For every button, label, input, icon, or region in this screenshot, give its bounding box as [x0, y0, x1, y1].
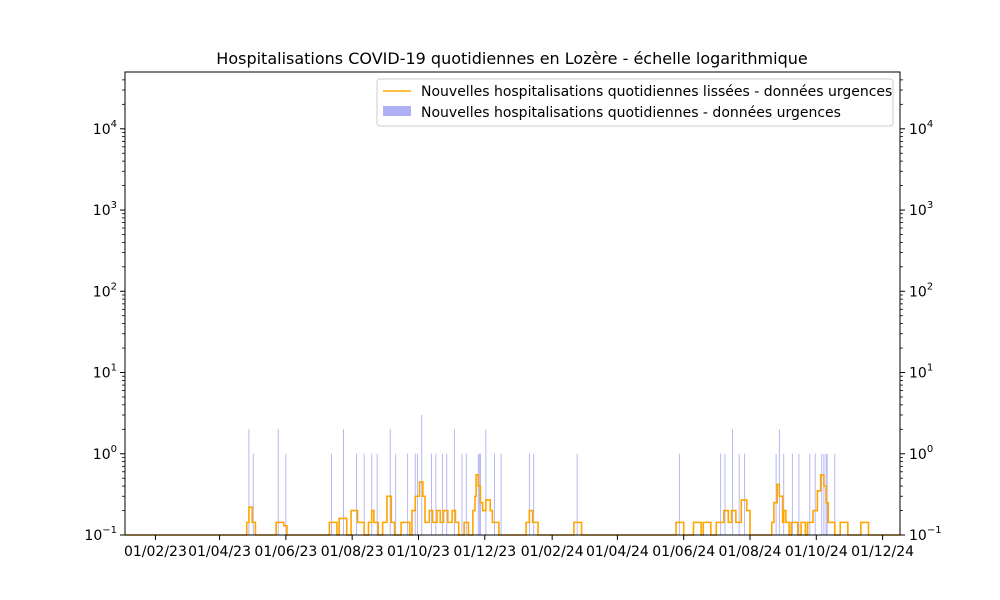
x-tick-label: 01/08/24 — [719, 544, 782, 560]
daily-bar — [277, 429, 279, 535]
x-tick-label: 01/06/23 — [254, 544, 317, 560]
daily-bar — [823, 453, 825, 535]
daily-bar — [678, 453, 680, 535]
x-tick-label: 01/02/23 — [124, 544, 187, 560]
y-tick-label-right: 100 — [909, 444, 933, 463]
daily-bar — [371, 453, 373, 535]
daily-bar — [485, 429, 487, 535]
daily-bar — [826, 453, 828, 535]
daily-bar — [744, 453, 746, 535]
daily-bar — [724, 453, 726, 535]
daily-bar — [494, 453, 496, 535]
chart-title: Hospitalisations COVID-19 quotidiennes e… — [216, 49, 807, 68]
daily-bar — [500, 453, 502, 535]
daily-bar — [431, 453, 432, 535]
x-tick-label: 01/10/24 — [785, 544, 848, 560]
line-layer — [125, 474, 900, 536]
y-tick-label-right: 101 — [909, 363, 933, 382]
daily-bar — [732, 429, 734, 535]
daily-bar — [775, 453, 777, 535]
daily-bar — [343, 429, 344, 535]
daily-bar — [421, 414, 423, 535]
daily-bar — [285, 453, 287, 535]
y-tick-label-left: 10−1 — [84, 525, 117, 544]
y-tick-label-left: 100 — [93, 444, 117, 463]
axes-layer: 01/02/23 01/04/23 01/06/23 01/08/23 01/10/23… — [84, 79, 942, 560]
daily-bar — [461, 453, 463, 535]
daily-bar — [416, 453, 418, 535]
daily-bar — [738, 453, 740, 535]
daily-bar — [478, 453, 480, 535]
y-tick-label-left: 104 — [93, 119, 117, 138]
daily-bar — [783, 453, 785, 535]
legend-bar-swatch — [383, 106, 411, 116]
daily-bar — [363, 453, 365, 535]
x-tick-label: 01/12/24 — [851, 544, 914, 560]
daily-bar — [834, 453, 836, 535]
daily-bar — [331, 453, 332, 535]
x-tick-label: 01/02/24 — [521, 544, 584, 560]
daily-bar — [389, 429, 391, 535]
daily-bar — [252, 453, 254, 535]
x-tick-label: 01/06/24 — [652, 544, 715, 560]
x-tick-label: 01/10/23 — [387, 544, 450, 560]
daily-bar — [798, 453, 800, 535]
y-tick-label-left: 103 — [93, 200, 117, 219]
daily-bar — [720, 453, 722, 535]
daily-bar — [407, 453, 409, 535]
x-tick-label: 01/08/23 — [321, 544, 384, 560]
daily-bar — [576, 453, 578, 535]
bars-layer — [248, 414, 836, 535]
legend: Nouvelles hospitalisations quotidiennes … — [376, 78, 894, 127]
daily-bar — [814, 453, 816, 535]
daily-bar — [821, 453, 823, 535]
daily-bar — [791, 453, 793, 535]
daily-bar — [477, 453, 479, 535]
daily-bar — [356, 453, 357, 535]
y-tick-label-right: 103 — [909, 200, 933, 219]
daily-bar — [528, 453, 530, 535]
y-tick-label-right: 10−1 — [909, 525, 942, 544]
daily-bar — [533, 453, 535, 535]
daily-bar — [453, 429, 455, 535]
x-tick-label: 01/12/23 — [453, 544, 516, 560]
legend-box — [376, 78, 894, 127]
y-tick-label-left: 102 — [93, 281, 117, 300]
legend-label-daily: Nouvelles hospitalisations quotidiennes … — [421, 105, 841, 121]
daily-bar — [441, 453, 443, 535]
y-tick-label-left: 101 — [93, 363, 117, 382]
daily-bar — [395, 453, 397, 535]
daily-bar — [446, 453, 448, 535]
daily-bar — [414, 453, 416, 535]
daily-bar — [376, 453, 378, 535]
daily-bar — [778, 429, 780, 535]
daily-bar — [435, 453, 437, 535]
daily-bar — [465, 453, 467, 535]
daily-bar — [809, 453, 811, 535]
y-tick-label-right: 104 — [909, 119, 933, 138]
daily-bar — [248, 429, 250, 535]
smoothed-line — [125, 474, 900, 536]
legend-label-smoothed: Nouvelles hospitalisations quotidiennes … — [421, 84, 892, 100]
y-tick-label-right: 102 — [909, 281, 933, 300]
x-tick-label: 01/04/24 — [586, 544, 649, 560]
x-tick-label: 01/04/23 — [188, 544, 251, 560]
